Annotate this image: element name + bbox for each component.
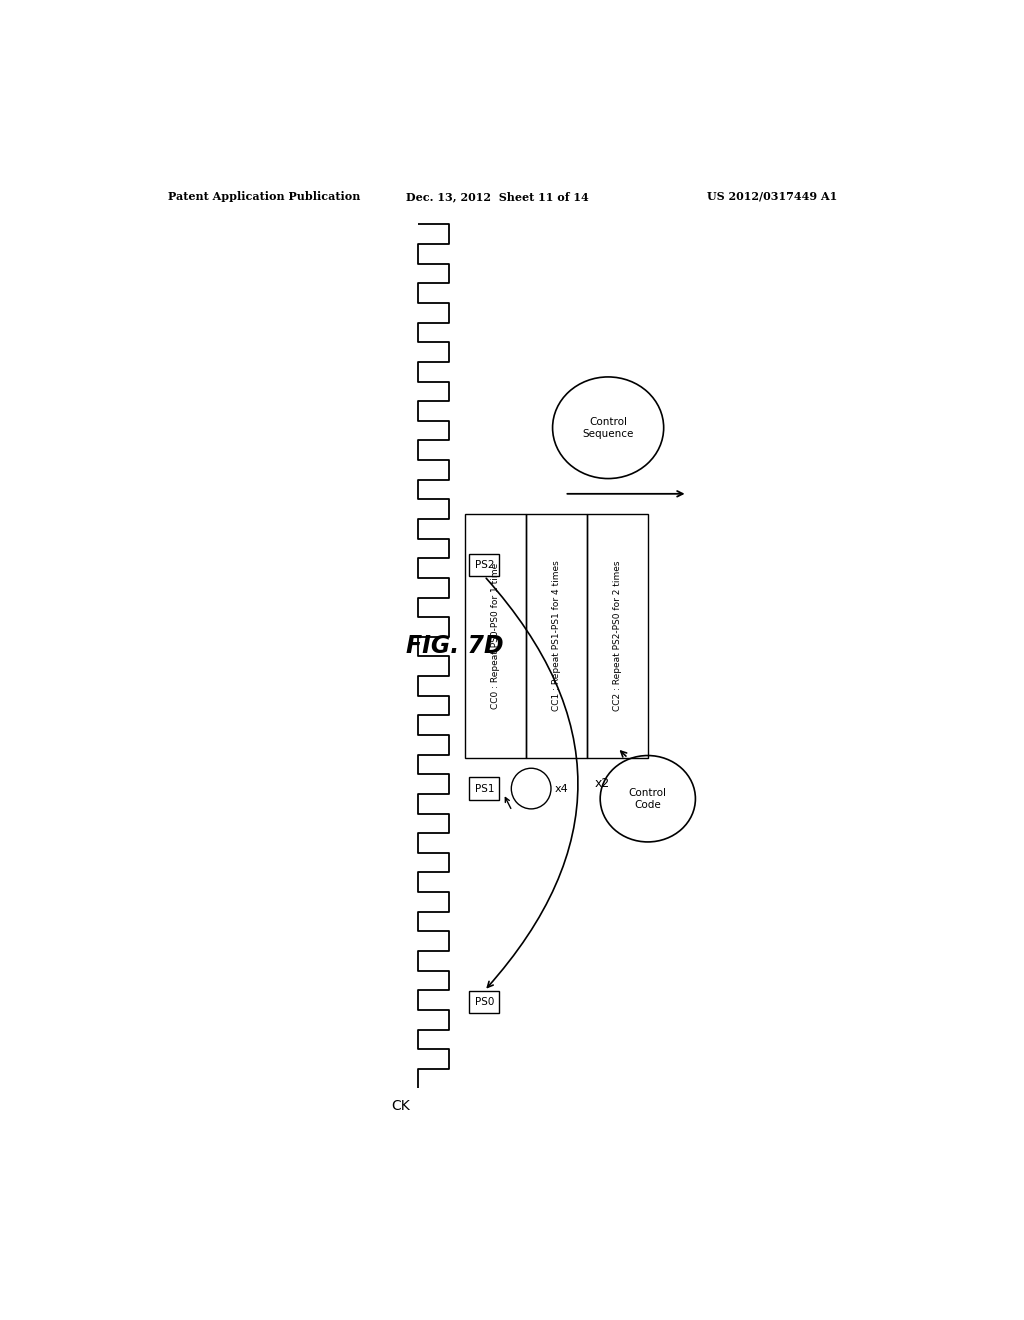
Text: CK: CK (391, 1098, 410, 1113)
Text: FIG. 7D: FIG. 7D (406, 635, 504, 659)
Text: PS1: PS1 (474, 784, 494, 793)
Text: Patent Application Publication: Patent Application Publication (168, 191, 360, 202)
Text: CC2 : Repeat PS2-PS0 for 2 times: CC2 : Repeat PS2-PS0 for 2 times (613, 561, 622, 711)
FancyArrowPatch shape (486, 578, 578, 987)
Text: Dec. 13, 2012  Sheet 11 of 14: Dec. 13, 2012 Sheet 11 of 14 (406, 191, 589, 202)
Text: CC0 : Repeat PS0-PS0 for 1 time: CC0 : Repeat PS0-PS0 for 1 time (492, 564, 500, 709)
Text: US 2012/0317449 A1: US 2012/0317449 A1 (708, 191, 838, 202)
Text: PS0: PS0 (475, 997, 494, 1007)
Text: Control
Code: Control Code (629, 788, 667, 809)
Text: CC1 : Repeat PS1-PS1 for 4 times: CC1 : Repeat PS1-PS1 for 4 times (552, 561, 561, 711)
Text: PS2: PS2 (474, 560, 494, 570)
Text: x4: x4 (555, 784, 568, 793)
Text: Control
Sequence: Control Sequence (583, 417, 634, 438)
Text: x2: x2 (595, 777, 610, 789)
